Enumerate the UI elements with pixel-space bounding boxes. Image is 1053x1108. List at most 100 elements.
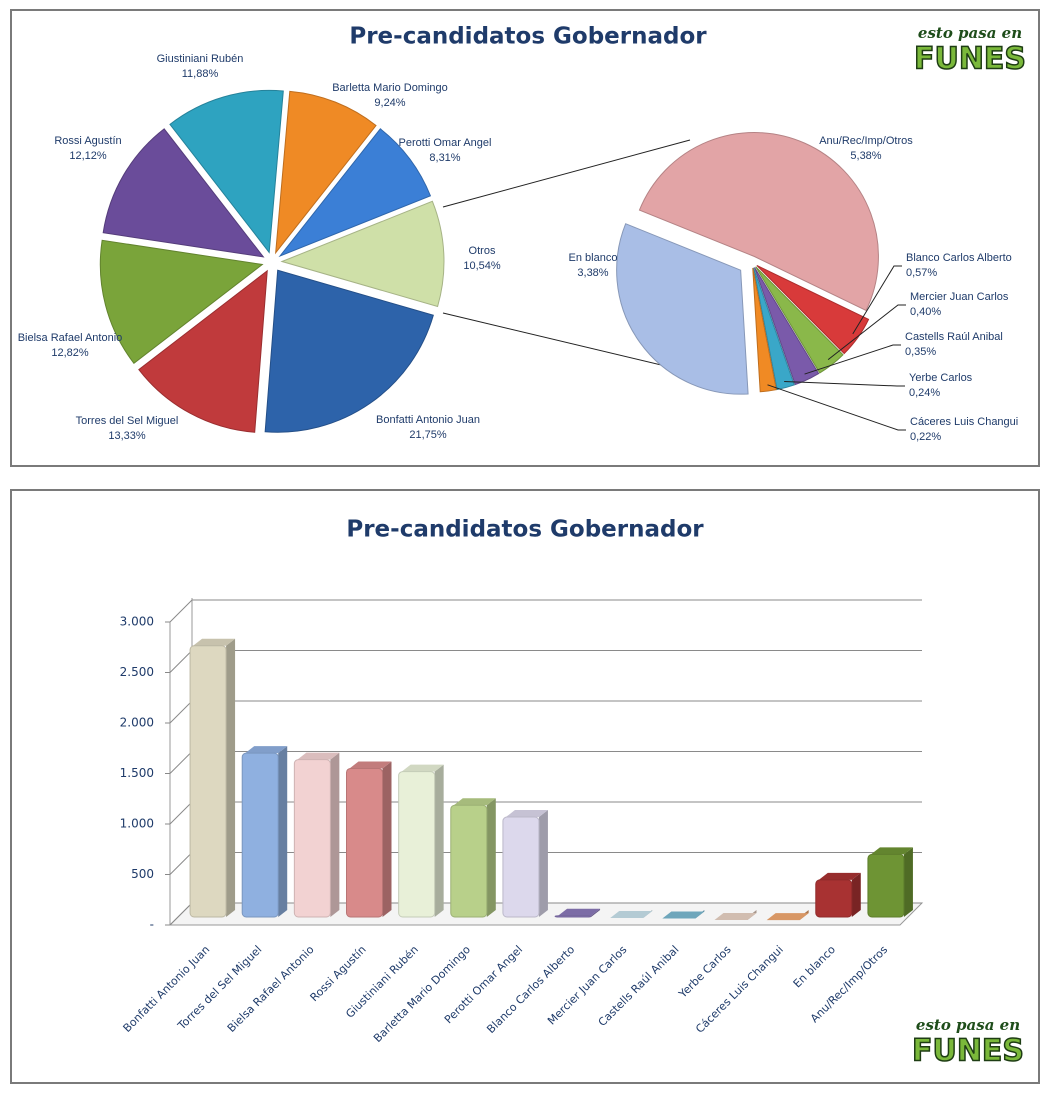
bar-side — [486, 798, 496, 917]
pie-slice — [102, 128, 265, 258]
slice-value-label: 0,57% — [906, 267, 937, 279]
slice-label: Blanco Carlos Alberto — [906, 252, 1012, 264]
slice-label: Castells Raúl Anibal — [905, 331, 1003, 343]
pie-slice — [755, 266, 844, 374]
logo-text: esto pasa en — [916, 1016, 1020, 1034]
pie-slice — [99, 239, 264, 364]
pie-slice — [280, 200, 445, 308]
pie-slice — [754, 267, 820, 386]
bar-top — [297, 752, 340, 760]
pie-slice — [275, 90, 377, 255]
pie-slice — [753, 267, 795, 391]
bar-top — [453, 798, 496, 806]
bar — [815, 879, 853, 918]
bar-top — [245, 746, 288, 754]
bar — [398, 771, 436, 918]
bar — [867, 853, 905, 918]
slice-value-label: 0,35% — [905, 346, 936, 358]
bar-top — [349, 761, 392, 769]
bar — [293, 759, 331, 918]
y-tick-label: 500 — [131, 867, 154, 881]
bar — [189, 645, 227, 918]
slice-label: Bielsa Rafael Antonio — [18, 332, 123, 344]
pie-slice — [278, 128, 432, 258]
y-tick-label: - — [150, 918, 154, 932]
y-tick-label: 3.000 — [120, 615, 154, 629]
bar-top — [558, 908, 601, 916]
bar-top — [714, 912, 757, 920]
slice-value-label: 5,38% — [850, 150, 881, 162]
y-tick-label: 2.500 — [120, 665, 154, 679]
bar-top — [662, 911, 705, 919]
logo-text: esto pasa en — [918, 24, 1022, 42]
pie-slice — [616, 223, 749, 395]
slice-value-label: 0,24% — [909, 387, 940, 399]
slice-label: Anu/Rec/Imp/Otros — [819, 135, 913, 147]
bar-top — [505, 810, 548, 818]
slice-label: Torres del Sel Miguel — [76, 415, 179, 427]
bar-side — [851, 872, 861, 917]
bar-top — [610, 910, 653, 918]
logo-text: FUNES — [914, 42, 1026, 77]
pie-slice — [756, 265, 870, 355]
pie-slice — [752, 267, 777, 393]
leader-line — [804, 344, 901, 375]
slice-value-label: 11,88% — [182, 68, 219, 80]
bar-top — [766, 913, 809, 921]
y-tick-label: 1.500 — [120, 766, 154, 780]
leader-line — [827, 304, 906, 361]
bar-top — [401, 764, 444, 772]
slice-label: Mercier Juan Carlos — [910, 291, 1009, 303]
bar-top — [193, 638, 236, 646]
bar — [554, 915, 592, 918]
bar — [346, 767, 383, 918]
slice-value-label: 3,38% — [577, 267, 608, 279]
slice-value-label: 13,33% — [108, 430, 146, 442]
slice-label: Giustiniani Rubén — [157, 53, 244, 65]
bar — [502, 816, 540, 918]
panel — [10, 489, 1040, 1084]
bar-top — [818, 872, 861, 880]
slice-value-label: 10,54% — [463, 260, 501, 272]
bar-side — [278, 746, 288, 917]
y-tick-label: 2.000 — [120, 716, 154, 730]
bar-side — [226, 638, 236, 917]
leader-line — [852, 265, 902, 335]
logo-text: FUNES — [912, 1034, 1024, 1069]
slice-label: Otros — [469, 245, 496, 257]
chart-title: Pre-candidatos Gobernador — [349, 24, 707, 50]
slice-label: Barletta Mario Domingo — [332, 82, 448, 94]
bar-side — [330, 752, 340, 917]
slice-value-label: 0,22% — [910, 431, 941, 443]
connector-line — [442, 139, 691, 208]
slice-value-label: 9,24% — [374, 97, 405, 109]
chart-title: Pre-candidatos Gobernador — [346, 517, 704, 543]
bar-side — [591, 908, 601, 917]
slice-label: Perotti Omar Angel — [399, 137, 492, 149]
leader-line — [784, 381, 905, 387]
bar-top — [870, 847, 913, 855]
slice-label: Cáceres Luis Changui — [910, 416, 1018, 428]
slice-value-label: 8,31% — [429, 152, 460, 164]
grid-line — [169, 599, 922, 623]
bar — [450, 804, 488, 918]
slice-value-label: 12,12% — [69, 150, 107, 162]
slice-label: Bonfatti Antonio Juan — [376, 414, 480, 426]
y-tick-label: 1.000 — [120, 817, 154, 831]
leader-line — [767, 384, 906, 431]
pie-slice — [138, 269, 268, 433]
pie-slice — [264, 269, 434, 433]
slice-label: Rossi Agustín — [54, 135, 121, 147]
bar-side — [538, 810, 548, 917]
bar-side — [903, 847, 913, 917]
pie-slice — [638, 132, 879, 312]
slice-label: Yerbe Carlos — [909, 372, 973, 384]
slice-value-label: 0,40% — [910, 306, 941, 318]
bar — [241, 752, 279, 918]
slice-value-label: 12,82% — [51, 347, 89, 359]
slice-label: En blanco — [569, 252, 618, 264]
bar-side — [382, 761, 392, 917]
pie-slice — [169, 89, 284, 254]
